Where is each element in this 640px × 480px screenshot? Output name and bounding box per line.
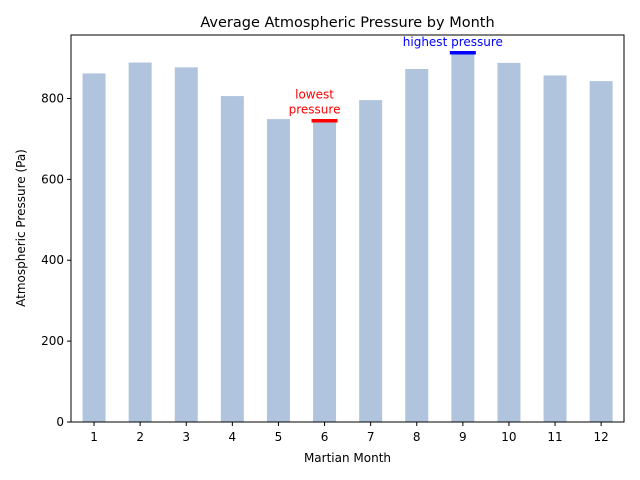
x-tick-label: 11 xyxy=(547,430,562,444)
bar-month-8 xyxy=(405,68,429,422)
bar-month-6 xyxy=(313,120,337,422)
y-tick-label: 600 xyxy=(41,172,64,186)
x-axis-title: Martian Month xyxy=(304,451,391,465)
y-tick-label: 800 xyxy=(41,91,64,105)
x-tick-label: 2 xyxy=(136,430,144,444)
y-tick-label: 200 xyxy=(41,334,64,348)
bar-month-7 xyxy=(359,100,383,423)
bar-month-5 xyxy=(266,119,290,423)
bar-month-9 xyxy=(451,52,475,422)
plot-frame xyxy=(70,34,625,423)
bar-month-11 xyxy=(543,75,567,422)
x-tick-label: 12 xyxy=(594,430,609,444)
bar-month-12 xyxy=(589,81,613,422)
chart-title: Average Atmospheric Pressure by Month xyxy=(200,15,494,31)
bar-month-10 xyxy=(497,62,521,423)
x-tick-label: 3 xyxy=(182,430,190,444)
bar-month-2 xyxy=(128,62,152,422)
x-tick-label: 6 xyxy=(321,430,329,444)
x-tick-label: 8 xyxy=(413,430,421,444)
x-tick-label: 10 xyxy=(501,430,516,444)
bars-layer xyxy=(82,52,613,423)
bar-month-1 xyxy=(82,73,106,423)
y-tick-label: 0 xyxy=(56,415,64,429)
annotations-layer: lowest pressure highest pressure xyxy=(289,35,503,123)
x-tick-label: 9 xyxy=(459,430,467,444)
x-tick-label: 1 xyxy=(90,430,98,444)
y-tick-label: 400 xyxy=(41,253,64,267)
annotation-label-0: lowest pressure xyxy=(289,88,341,117)
x-tick-label: 5 xyxy=(275,430,283,444)
bar-month-3 xyxy=(174,67,198,422)
bar-month-4 xyxy=(220,96,244,422)
x-tick-label: 7 xyxy=(367,430,375,444)
annotation-label-1: highest pressure xyxy=(403,35,503,49)
y-axis-title: Atmospheric Pressure (Pa) xyxy=(14,149,28,307)
x-tick-label: 4 xyxy=(229,430,237,444)
